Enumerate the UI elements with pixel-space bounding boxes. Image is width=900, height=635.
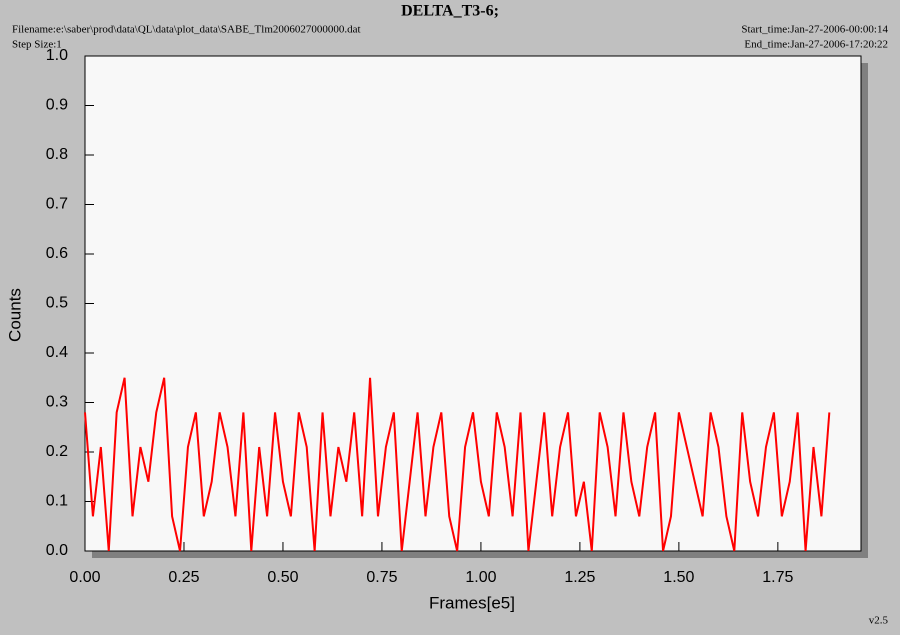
start-time: Start_time:Jan-27-2006-00:00:14	[741, 24, 888, 36]
y-tick-label: 1.0	[46, 47, 68, 64]
data-line	[84, 377, 831, 552]
y-tick-label: 0.1	[46, 493, 68, 510]
y-tick-label: 0.9	[46, 97, 68, 114]
filename: Filename:e:\saber\prod\data\QL\data\plot…	[12, 24, 361, 36]
x-tick-label: 0.25	[168, 569, 199, 586]
y-tick-label: 0.4	[46, 344, 68, 361]
y-tick-label: 0.0	[46, 542, 68, 559]
y-tick-label: 0.5	[46, 295, 68, 312]
x-axis-label: Frames[e5]	[429, 593, 515, 612]
x-tick-label: 0.50	[267, 569, 298, 586]
version: v2.5	[869, 615, 889, 627]
y-tick-label: 0.3	[46, 394, 68, 411]
chart-title: DELTA_T3-6;	[401, 3, 499, 20]
x-tick-label: 1.00	[465, 569, 496, 586]
y-tick-label: 0.2	[46, 443, 68, 460]
y-tick-label: 0.7	[46, 196, 68, 213]
y-tick-label: 0.6	[46, 245, 68, 262]
step-size: Step Size:1	[12, 39, 62, 51]
x-tick-label: 0.00	[69, 569, 100, 586]
y-axis-label: Counts	[5, 288, 24, 342]
x-tick-label: 1.50	[663, 569, 694, 586]
x-tick-label: 0.75	[366, 569, 397, 586]
x-tick-label: 1.25	[564, 569, 595, 586]
y-tick-label: 0.8	[46, 146, 68, 163]
end-time: End_time:Jan-27-2006-17:20:22	[744, 39, 888, 51]
x-tick-label: 1.75	[762, 569, 793, 586]
plot-area	[84, 55, 862, 552]
